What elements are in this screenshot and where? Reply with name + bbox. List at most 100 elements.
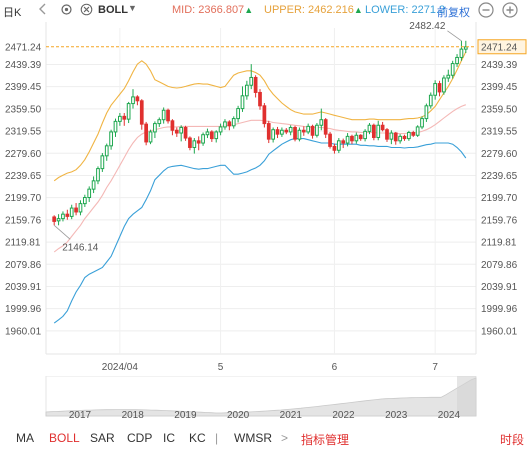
close-icon[interactable] [80, 3, 93, 19]
minus-icon[interactable] [478, 2, 494, 21]
candle [463, 40, 468, 54]
candle-body [52, 216, 57, 222]
candle-body [183, 126, 188, 139]
candle-body [74, 207, 78, 213]
candle [301, 126, 306, 136]
y-tick-label: 2359.50 [5, 104, 42, 115]
y-tick-label-right: 1999.96 [481, 304, 518, 315]
candle-body [450, 63, 455, 76]
candle-body [166, 109, 170, 122]
boll-upper-line [53, 51, 467, 182]
y-tick-label-right: 2319.55 [481, 127, 518, 138]
y-tick-label-right: 2199.70 [481, 193, 518, 204]
x-tick-label: 5 [218, 362, 224, 373]
gear-icon[interactable] [60, 3, 73, 19]
candle-body [91, 180, 96, 190]
candle [188, 136, 192, 151]
tab-wmsr[interactable]: WMSR [234, 431, 272, 445]
candle [78, 200, 83, 216]
candle [358, 134, 363, 141]
candle-body [113, 120, 118, 133]
y-axis-labels: 2471.24 2471.24 2439.39 2439.39 2399.45 2399.… [5, 42, 518, 337]
candle [209, 130, 214, 142]
navigator-year: 2021 [280, 410, 303, 421]
navigator-year: 2022 [332, 410, 355, 421]
candle-body [122, 115, 127, 120]
navigator-year: 2020 [227, 410, 250, 421]
time-navigator[interactable]: 2017 2018 2019 2020 2021 2022 2023 2024 [0, 376, 527, 424]
candle [275, 126, 280, 139]
candle-body [109, 131, 113, 147]
candles [52, 40, 468, 226]
candle [315, 123, 319, 138]
candle [306, 123, 311, 135]
candle-body [275, 129, 280, 135]
tab-ma[interactable]: MA [16, 431, 34, 445]
candle-body [258, 91, 262, 107]
candle [74, 203, 78, 216]
candle [205, 128, 210, 139]
navigator-year: 2018 [122, 410, 145, 421]
candle [442, 75, 446, 95]
candle-body [196, 140, 201, 144]
indicator-manage-button[interactable]: 指标管理 [301, 433, 350, 447]
candle [201, 132, 205, 146]
candle-body [240, 95, 245, 110]
period-label[interactable]: 日K [3, 7, 22, 19]
candle-body [389, 132, 394, 140]
candle [393, 131, 398, 145]
y-tick-label-right: 2079.86 [481, 260, 518, 271]
candle-body [118, 115, 122, 122]
candle [91, 176, 96, 194]
candle [196, 136, 201, 151]
candle [389, 130, 394, 145]
adjust-price-button[interactable]: 前复权 [437, 7, 470, 19]
candle [450, 60, 455, 79]
candle [170, 119, 175, 136]
candle [345, 133, 350, 147]
tab-cdp[interactable]: CDP [127, 431, 153, 445]
candle [166, 108, 170, 124]
candle-body [288, 126, 293, 133]
candle-body [205, 131, 210, 136]
low-price-label: 2146.14 [62, 242, 99, 253]
tab-ic[interactable]: IC [163, 431, 175, 445]
candle [258, 89, 262, 110]
y-tick-label: 2279.60 [5, 149, 42, 160]
candle [144, 121, 149, 146]
candle [227, 120, 232, 131]
candle-body [161, 109, 166, 121]
candle-body [201, 134, 205, 144]
indicator-name[interactable]: BOLL [98, 4, 128, 16]
more-chevron-icon[interactable]: > [281, 431, 289, 445]
period-button[interactable]: 时段 [500, 433, 525, 447]
candle [179, 125, 184, 142]
current-price-badge [477, 39, 527, 55]
candle-body [56, 218, 61, 222]
candle-body [209, 131, 214, 140]
y-tick-label: 2399.45 [5, 82, 42, 93]
navigator-selection[interactable] [457, 376, 476, 416]
plus-icon[interactable] [502, 2, 518, 21]
tab-kc[interactable]: KC [189, 431, 206, 445]
candle [214, 130, 219, 143]
candle-body [61, 213, 65, 220]
candle-body [245, 84, 249, 97]
candle-body [463, 46, 468, 50]
candle-body [271, 129, 275, 140]
candle-body [144, 123, 149, 143]
candle [433, 80, 438, 100]
chevron-down-icon[interactable]: ▼ [128, 3, 137, 13]
candle-body [297, 129, 302, 140]
candle-body [131, 96, 135, 105]
candle-body [284, 129, 289, 133]
candle [223, 119, 227, 130]
y-tick-label: 2079.86 [5, 260, 42, 271]
chevron-left-icon[interactable] [38, 3, 48, 18]
tab-boll[interactable]: BOLL [49, 431, 80, 445]
tab-sar[interactable]: SAR [90, 431, 115, 445]
candle [354, 132, 359, 144]
tab-separator: | [215, 431, 219, 445]
y-tick-label-right: 2439.39 [481, 60, 518, 71]
candlestick-chart[interactable]: 2471.24 2471.24 2439.39 2439.39 2399.45 2399.… [0, 22, 527, 374]
